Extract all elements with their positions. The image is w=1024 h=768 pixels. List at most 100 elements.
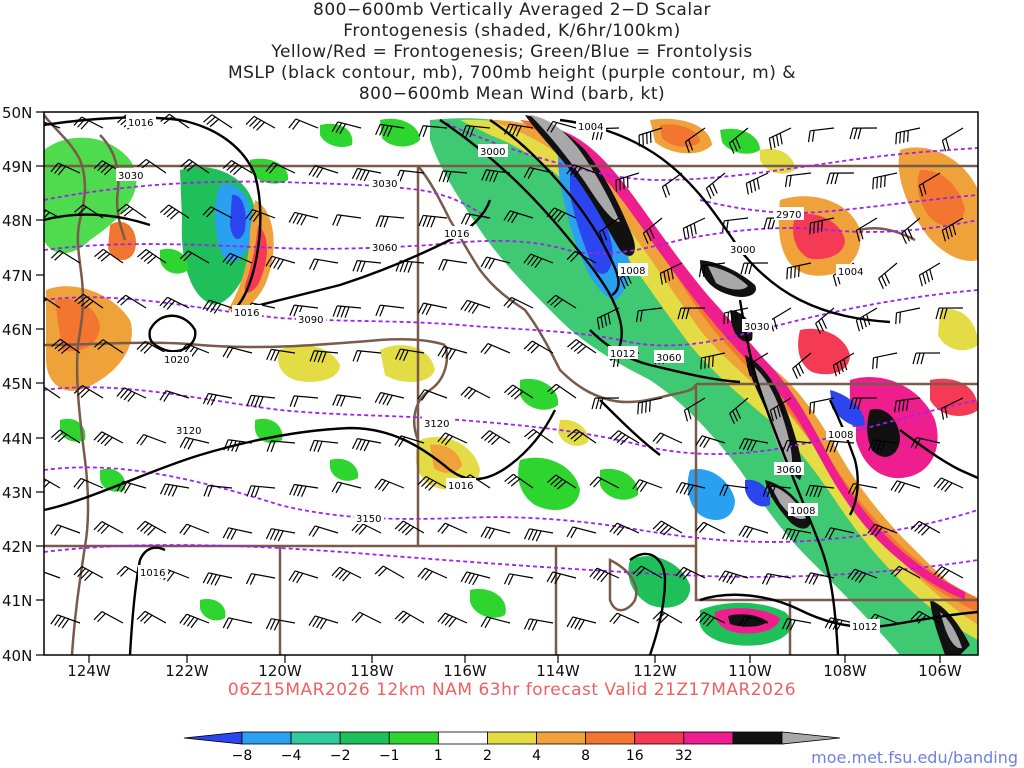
wind-barb [503, 573, 534, 586]
wind-barb [332, 394, 362, 407]
wind-barb [480, 430, 511, 446]
height-label: 3030 [744, 322, 769, 333]
wind-barb [918, 172, 941, 197]
wind-barb [918, 262, 941, 287]
wind-barb [566, 526, 597, 539]
wind-barb [849, 127, 878, 140]
wind-barb [895, 307, 921, 325]
wind-barb [351, 521, 382, 535]
lon-label: 116W [443, 662, 487, 680]
wind-barb [351, 611, 382, 624]
wind-barb [116, 294, 147, 309]
height-contours [44, 119, 978, 578]
lat-label: 46N [2, 321, 32, 339]
wind-barb [768, 127, 792, 150]
wind-barb [159, 296, 190, 310]
wind-barb [309, 350, 339, 363]
mslp-label: 1020 [164, 355, 189, 366]
wind-barb [598, 217, 620, 243]
lon-label: 124W [67, 662, 111, 680]
contour-labels: 1016 1004 1008 1016 1020 1012 1016 1016 … [116, 115, 880, 633]
wind-barb [890, 480, 921, 494]
wind-barb [698, 262, 726, 278]
title-line-3: Yellow/Red = Frontogenesis; Green/Blue =… [271, 42, 753, 62]
mslp-label-bg [162, 352, 192, 365]
wind-barb [309, 439, 339, 453]
mslp-label-bg [126, 115, 156, 128]
wind-barb [523, 618, 554, 631]
wind-barb [288, 118, 319, 130]
fort-peck-lake [859, 227, 916, 242]
wind-barb [815, 307, 835, 335]
latitude-axis: 50N 49N 48N 47N 46N 45N 44N 43N 42N 41N … [2, 104, 44, 665]
wind-barb [246, 394, 276, 408]
wind-barb [872, 172, 898, 190]
wind-barb [394, 610, 425, 624]
wind-barb [638, 127, 663, 147]
wind-barb [675, 566, 706, 580]
wind-barb [912, 352, 941, 365]
wind-barb [179, 343, 210, 358]
colorbar-segment [241, 731, 292, 745]
wind-barb [50, 249, 81, 264]
wind-barb [73, 116, 104, 130]
wind-barb [895, 127, 921, 145]
wind-barb [738, 437, 769, 452]
mslp-contour-1016-north [44, 116, 492, 314]
wind-barb [855, 217, 878, 242]
lon-label: 110W [728, 662, 772, 680]
height-contour-3180 [44, 544, 978, 578]
wind-barb [460, 299, 491, 314]
lon-label: 122W [165, 662, 209, 680]
wind-barb [265, 618, 296, 631]
wind-barb [394, 435, 425, 447]
wind-barb [504, 473, 534, 489]
lon-label: 118W [350, 662, 394, 680]
wind-barb [179, 250, 210, 264]
wind-barb [718, 570, 749, 585]
wind-barb [74, 293, 104, 309]
wind-barb [332, 214, 362, 227]
wind-barb [695, 611, 726, 627]
wind-barb [417, 389, 448, 401]
wind-barb [824, 527, 855, 540]
wind-barb [136, 520, 167, 536]
wind-barb [642, 217, 663, 244]
wind-barb [93, 521, 124, 535]
wind-barb [331, 566, 362, 582]
lon-label: 120W [258, 662, 302, 680]
mslp-label-bg [836, 264, 866, 277]
colorbar-segment [683, 731, 734, 745]
wind-barb [723, 307, 749, 325]
wind-barb [480, 256, 511, 270]
lon-label: 114W [536, 662, 580, 680]
colorbar-label: −8 [232, 748, 253, 764]
lon-label: 112W [633, 662, 677, 680]
mslp-label-bg [788, 503, 818, 516]
height-label-bg [728, 242, 758, 255]
wind-barb [677, 307, 706, 320]
columbia-river-border [44, 337, 446, 349]
height-label-bg [478, 144, 508, 157]
wind-barb [652, 520, 683, 536]
colorbar-segment [536, 731, 587, 745]
wind-barb [352, 260, 382, 273]
colorbar-label: 4 [532, 748, 541, 764]
wind-barb [417, 302, 448, 316]
wind-barb [825, 440, 855, 453]
wind-barb [675, 481, 706, 496]
mslp-contour-1012 [439, 119, 623, 362]
wind-barb [351, 438, 382, 452]
mslp-contour-1020 [148, 314, 197, 353]
wind-barb [695, 521, 726, 534]
colorbar-label: 8 [581, 748, 590, 764]
wind-barb [567, 339, 597, 355]
height-label-bg [422, 416, 452, 429]
height-contour-3120 [44, 386, 978, 455]
wind-barb [332, 305, 362, 318]
wind-barb [223, 439, 253, 453]
wind-barb [684, 127, 706, 153]
wind-barb [202, 206, 233, 219]
mslp-label-bg [826, 427, 856, 440]
